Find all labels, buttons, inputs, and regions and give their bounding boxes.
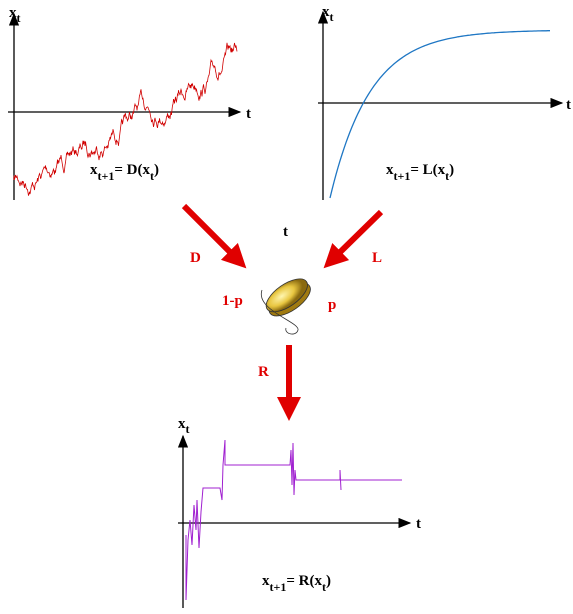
equation: xt+1= D(xt) [90,162,159,183]
label-t: t [283,224,288,240]
label-l: L [372,250,382,266]
x-label: t [416,516,421,532]
coin-toss: D L t 1-p p R [184,206,382,412]
label-r: R [258,364,269,380]
panel-d: xt t xt+1= D(xt) [8,5,251,200]
coin [261,273,316,323]
y-label: xt [9,5,21,25]
diagram: xt t xt+1= D(xt) xt t xt+1= L(xt) D L t … [0,0,573,614]
y-label: xt [178,416,190,436]
equation: xt+1= R(xt) [262,573,331,594]
panel-r: xt t xt+1= R(xt) [178,416,421,608]
equation: xt+1= L(xt) [386,162,454,183]
x-label: t [246,106,251,122]
y-label: xt [322,4,334,24]
page: xt t xt+1= D(xt) xt t xt+1= L(xt) D L t … [0,0,573,614]
x-label: t [566,97,571,113]
label-1-p: 1-p [222,293,243,309]
label-d: D [190,250,201,266]
label-p: p [328,297,336,313]
panel-l: xt t xt+1= L(xt) [318,4,571,200]
